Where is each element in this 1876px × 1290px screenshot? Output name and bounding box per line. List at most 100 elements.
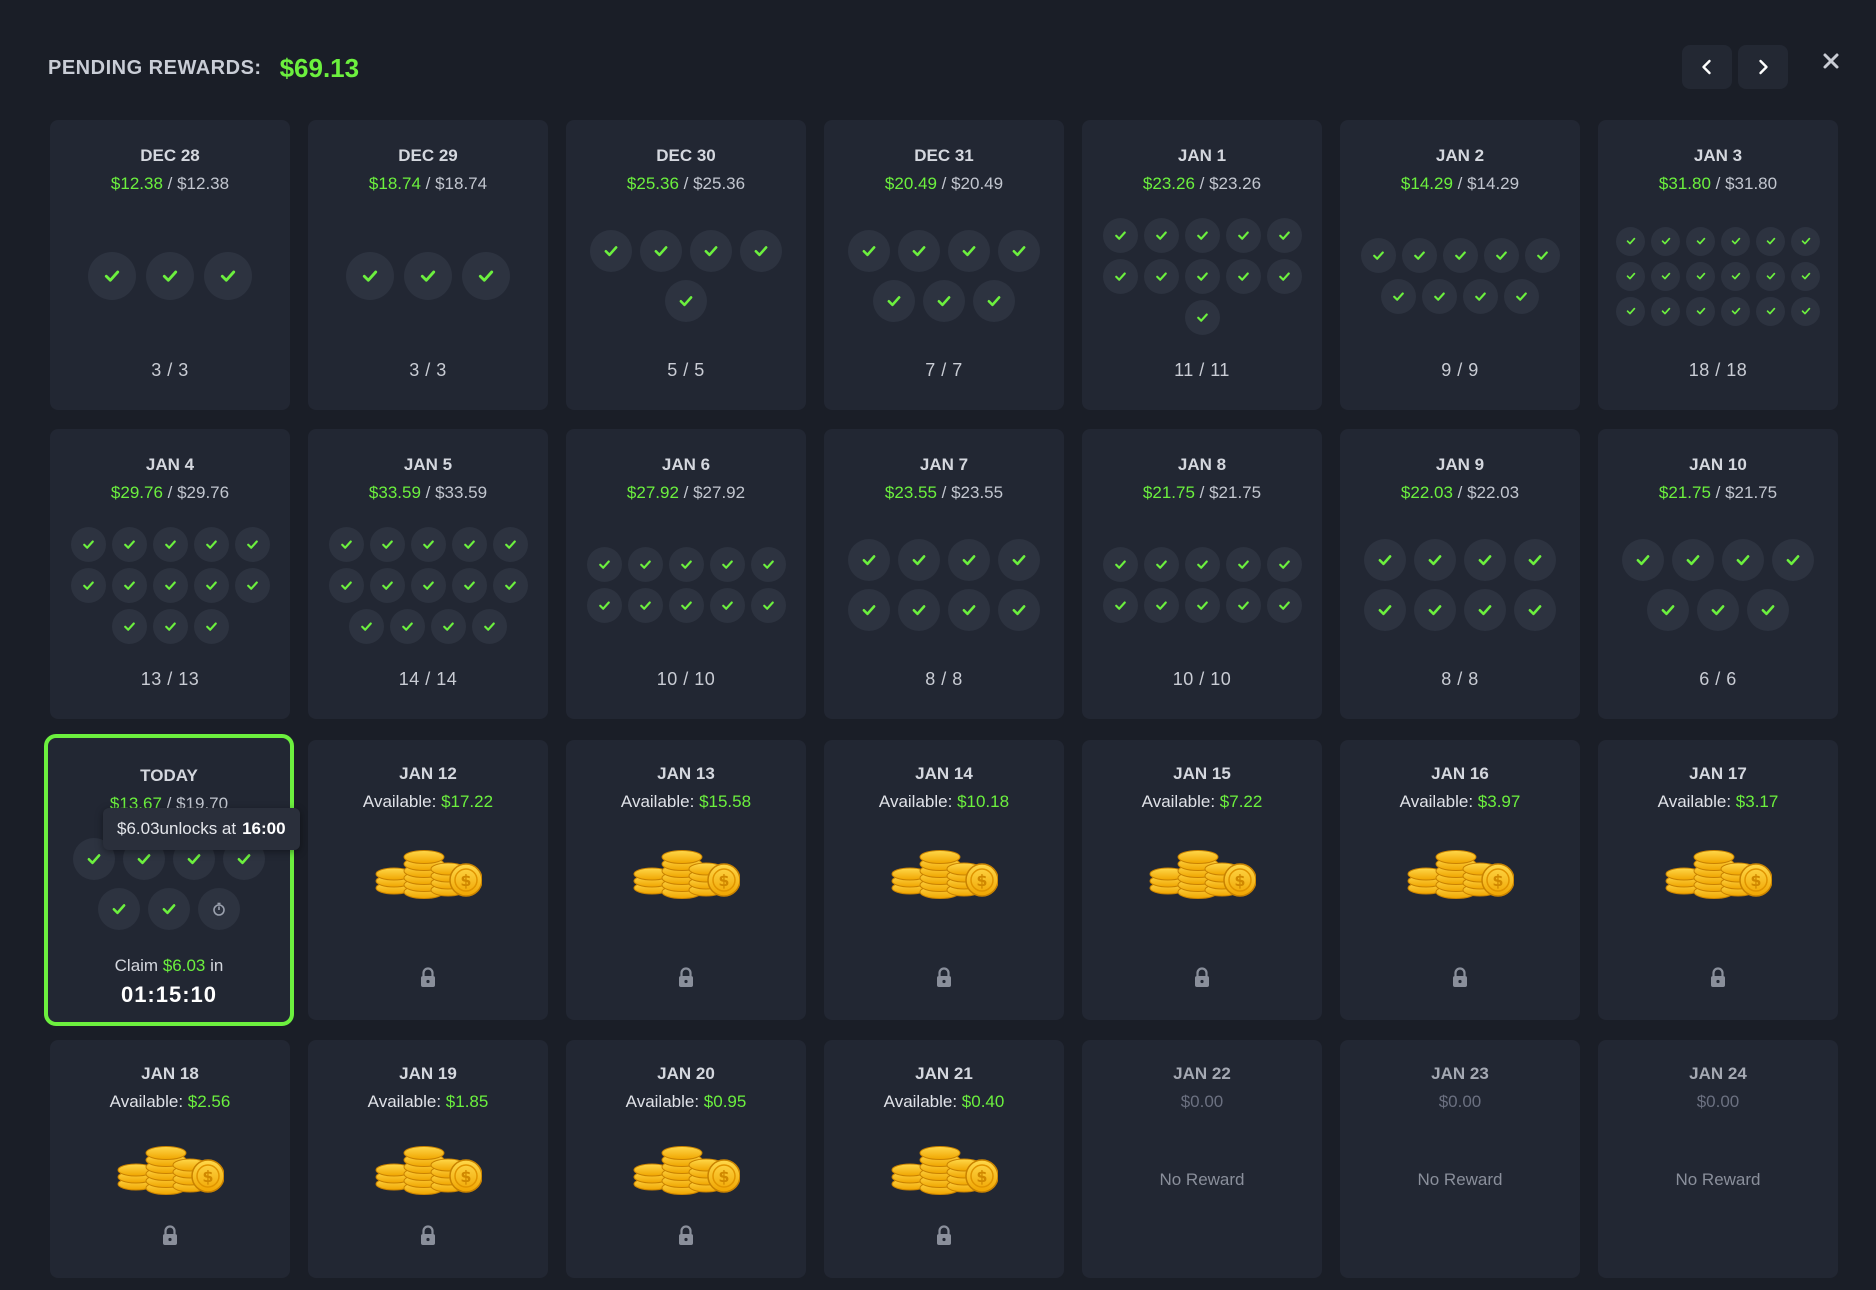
check-icon xyxy=(246,580,258,590)
day-card-locked[interactable]: JAN 20 Available: $0.95 $ xyxy=(566,1040,806,1278)
check-icon xyxy=(680,560,692,569)
day-check xyxy=(1697,589,1739,631)
check-icon xyxy=(420,270,436,282)
claimed-amount: $14.29 xyxy=(1400,174,1453,193)
check-icon xyxy=(463,580,475,590)
claim-timer: 01:15:10 xyxy=(120,982,218,1007)
day-amount: $21.75 / $21.75 xyxy=(1082,483,1322,503)
day-card-claimed[interactable]: JAN 10 $21.75 / $21.75 6 / 6 xyxy=(1598,429,1838,719)
day-card-claimed[interactable]: JAN 3 $31.80 / $31.80 18 / 18 xyxy=(1598,120,1838,410)
day-check xyxy=(1524,238,1560,273)
check-icon xyxy=(1801,237,1810,245)
check-icon xyxy=(1786,555,1800,566)
check-icon xyxy=(162,904,176,915)
tooltip-time: 16:00 xyxy=(242,819,286,838)
coins-icon: $ xyxy=(374,840,483,900)
total-amount: $21.75 xyxy=(1725,483,1778,502)
check-icon xyxy=(402,621,413,631)
day-amount: $0.00 xyxy=(1438,1092,1482,1111)
day-card-claimed[interactable]: DEC 30 $25.36 / $25.36 5 / 5 xyxy=(566,120,806,410)
today-card[interactable]: TODAY $13.67 / $19.70 Claim $6.03 in 01:15:… xyxy=(44,734,294,1026)
available-value: $0.40 xyxy=(961,1092,1005,1111)
day-date: JAN 9 xyxy=(1435,455,1485,474)
day-amount: $23.26 / $23.26 xyxy=(1082,174,1322,194)
no-reward-label: No Reward xyxy=(1675,1170,1761,1189)
day-check xyxy=(998,539,1040,581)
day-card-claimed[interactable]: JAN 8 $21.75 / $21.75 10 / 10 xyxy=(1082,429,1322,719)
day-check xyxy=(948,230,990,272)
day-count: 3 / 3 xyxy=(151,360,189,380)
available-label: Available: xyxy=(1141,792,1216,811)
check-icon xyxy=(1766,307,1775,315)
day-check xyxy=(1686,296,1715,326)
day-check xyxy=(1721,226,1750,256)
day-card-claimed[interactable]: JAN 9 $22.03 / $22.03 8 / 8 xyxy=(1340,429,1580,719)
day-check xyxy=(586,588,622,623)
day-date: JAN 18 xyxy=(141,1064,199,1083)
check-icon xyxy=(246,539,258,549)
day-amount: $33.59 / $33.59 xyxy=(308,483,548,503)
check-icon xyxy=(762,601,774,610)
svg-text:$: $ xyxy=(202,1167,213,1186)
day-check xyxy=(848,589,890,631)
day-card-claimed[interactable]: JAN 6 $27.92 / $27.92 10 / 10 xyxy=(566,429,806,719)
day-card-locked[interactable]: JAN 16 Available: $3.97 $ xyxy=(1340,740,1580,1020)
day-check xyxy=(590,230,632,272)
day-card-claimed[interactable]: JAN 7 $23.55 / $23.55 8 / 8 xyxy=(824,429,1064,719)
day-check xyxy=(709,588,745,623)
day-card-claimed[interactable]: JAN 4 $29.76 / $29.76 13 / 13 xyxy=(50,429,290,719)
day-check xyxy=(1143,217,1179,253)
day-date: JAN 7 xyxy=(919,455,969,474)
day-check xyxy=(665,280,707,322)
check-icon xyxy=(1012,605,1026,616)
amount-separator: / xyxy=(678,483,694,502)
day-check xyxy=(1143,588,1179,623)
day-amount: $21.75 / $21.75 xyxy=(1598,483,1838,503)
day-card-locked[interactable]: JAN 13 Available: $15.58 $ xyxy=(566,740,806,1020)
check-icon xyxy=(1155,230,1167,240)
claim-suffix: in xyxy=(210,956,224,975)
available-label: Available: xyxy=(367,1092,442,1111)
day-check xyxy=(848,539,890,581)
day-card-locked[interactable]: JAN 19 Available: $1.85 $ xyxy=(308,1040,548,1278)
available-value: $17.22 xyxy=(441,792,494,811)
day-card-locked[interactable]: JAN 17 Available: $3.17 $ xyxy=(1598,740,1838,1020)
lock-icon xyxy=(677,966,695,988)
check-icon xyxy=(1237,560,1249,569)
total-amount: $33.59 xyxy=(435,483,488,502)
day-card-claimed[interactable]: DEC 28 $12.38 / $12.38 3 / 3 xyxy=(50,120,290,410)
amount-separator: / xyxy=(1710,483,1726,502)
day-card-claimed[interactable]: DEC 29 $18.74 / $18.74 3 / 3 xyxy=(308,120,548,410)
check-icon xyxy=(912,246,926,257)
today-check xyxy=(98,888,140,930)
claim-countdown-label: Claim $6.03 in xyxy=(48,956,290,976)
claimed-amount: $29.76 xyxy=(110,483,163,502)
day-check xyxy=(948,539,990,581)
close-button[interactable] xyxy=(1816,46,1846,76)
day-card-claimed[interactable]: JAN 2 $14.29 / $14.29 9 / 9 xyxy=(1340,120,1580,410)
svg-text:$: $ xyxy=(1750,871,1761,890)
day-check xyxy=(1266,588,1302,623)
day-check xyxy=(1364,539,1406,581)
prev-button[interactable] xyxy=(1682,45,1732,89)
day-card-locked[interactable]: JAN 18 Available: $2.56 $ xyxy=(50,1040,290,1278)
day-card-locked[interactable]: JAN 14 Available: $10.18 $ xyxy=(824,740,1064,1020)
check-icon xyxy=(1454,251,1466,260)
unlock-tooltip: $6.03 unlocks at 16:00 xyxy=(103,808,300,850)
total-amount: $14.29 xyxy=(1467,174,1520,193)
amount-separator: / xyxy=(678,174,694,193)
check-icon xyxy=(704,246,718,257)
day-card-locked[interactable]: JAN 12 Available: $17.22 $ xyxy=(308,740,548,1020)
day-card-claimed[interactable]: JAN 1 $23.26 / $23.26 11 / 11 xyxy=(1082,120,1322,410)
check-icon xyxy=(1761,605,1775,616)
day-card-claimed[interactable]: JAN 5 $33.59 / $33.59 14 / 14 xyxy=(308,429,548,719)
day-card-locked[interactable]: JAN 21 Available: $0.40 $ xyxy=(824,1040,1064,1278)
day-amount: $20.49 / $20.49 xyxy=(824,174,1064,194)
tooltip-text: unlocks at xyxy=(159,819,237,838)
day-card-locked[interactable]: JAN 15 Available: $7.22 $ xyxy=(1082,740,1322,1020)
check-icon xyxy=(1428,555,1442,566)
available-value: $15.58 xyxy=(699,792,752,811)
day-check xyxy=(1414,589,1456,631)
day-card-claimed[interactable]: DEC 31 $20.49 / $20.49 7 / 7 xyxy=(824,120,1064,410)
next-button[interactable] xyxy=(1738,45,1788,89)
